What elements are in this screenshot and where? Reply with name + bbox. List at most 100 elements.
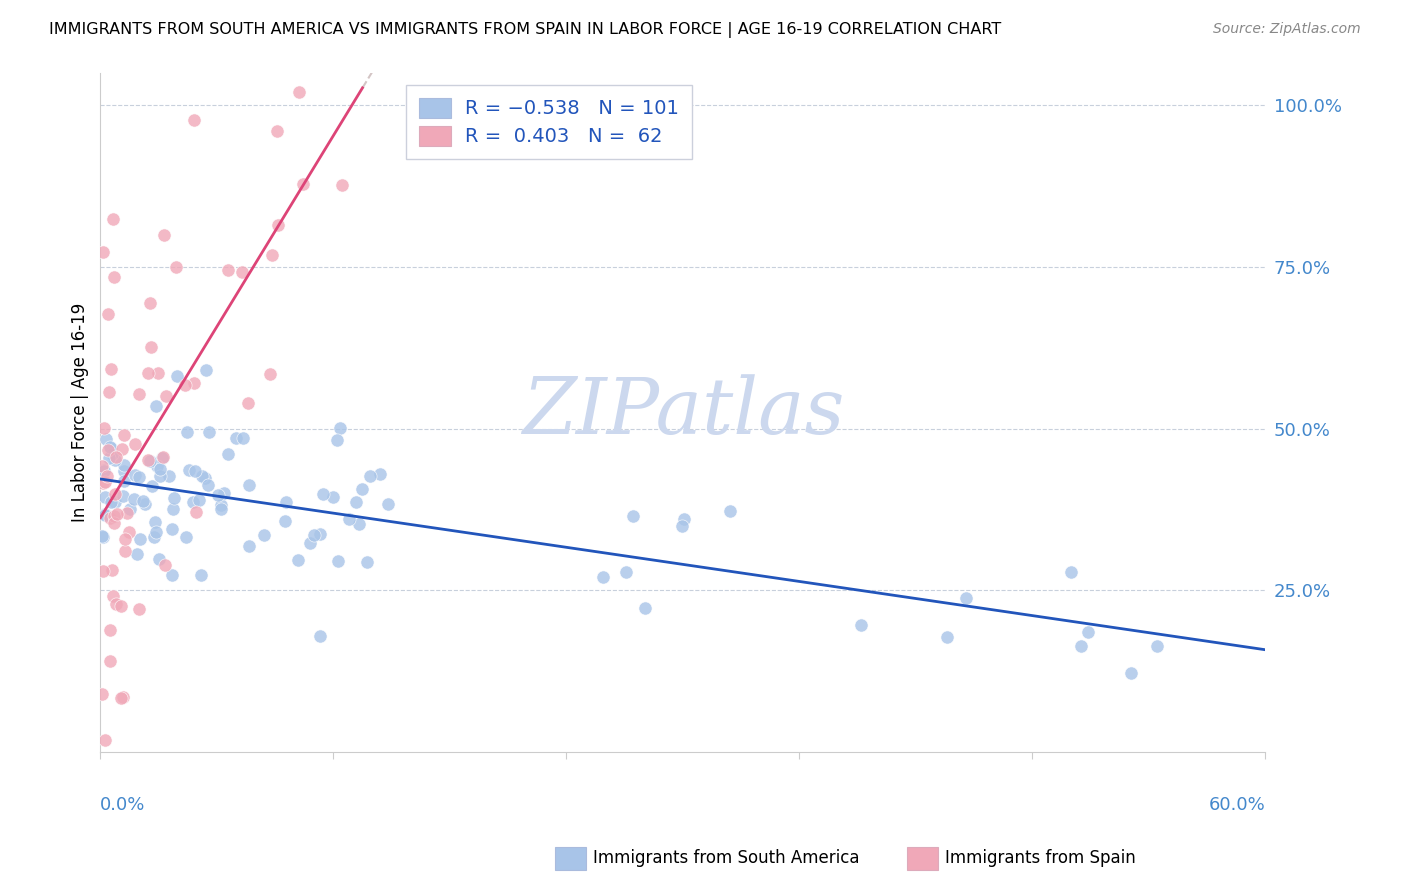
Point [98,384,121,399]
Point [162,501,184,516]
Point [274,495,297,509]
Point [100,362,122,376]
Text: ZIPatlas: ZIPatlas [522,375,844,450]
Point [153,558,176,573]
Point [232,431,254,445]
Point [936,630,959,644]
Point [91,564,114,578]
Point [166,260,188,274]
Point [849,618,872,632]
Point [322,490,344,504]
Point [97,442,120,457]
Point [91,459,114,474]
Point [1119,665,1142,680]
Point [162,491,184,505]
Point [143,516,166,530]
Point [187,493,209,508]
Point [139,453,162,467]
Point [150,451,173,466]
Point [176,530,198,544]
Point [104,495,127,509]
Point [291,177,314,191]
Point [267,218,290,232]
Point [225,431,247,445]
Point [94,733,117,747]
Point [184,465,207,479]
Point [93,465,115,479]
Point [103,270,125,285]
Point [160,567,183,582]
Point [117,506,139,520]
Point [94,475,117,490]
Point [93,421,115,435]
Point [98,654,121,668]
Point [128,602,150,616]
Text: Immigrants from Spain: Immigrants from Spain [945,849,1136,867]
Point [302,528,325,542]
Point [136,366,159,380]
Point [105,598,128,612]
Point [955,591,977,606]
Point [157,469,180,483]
Point [326,554,349,568]
Point [96,432,118,446]
Point [145,399,167,413]
Point [117,525,139,540]
Point [238,395,260,409]
Point [330,178,353,192]
Point [114,532,136,546]
Point [288,86,311,100]
Point [312,487,335,501]
Point [101,447,124,461]
Point [112,458,135,472]
Point [309,527,332,541]
Point [183,112,205,127]
Text: 60.0%: 60.0% [1209,796,1265,814]
Point [287,553,309,567]
Point [152,450,174,464]
Point [101,589,124,603]
Point [207,488,229,502]
Point [195,363,218,377]
Point [91,530,114,544]
Text: 0.0%: 0.0% [100,796,146,814]
Point [155,389,177,403]
Point [124,468,146,483]
Point [176,425,198,439]
Point [368,467,391,481]
Point [217,263,239,277]
Point [132,493,155,508]
Point [377,497,399,511]
Point [98,623,121,637]
Point [212,486,235,500]
Point [166,369,188,384]
Point [614,566,637,580]
Point [112,464,135,478]
Point [308,629,330,643]
Point [110,691,132,706]
Point [329,420,352,434]
Point [104,453,127,467]
Point [274,514,297,528]
Point [93,463,115,477]
Point [298,536,321,550]
Point [183,376,205,391]
Text: IMMIGRANTS FROM SOUTH AMERICA VS IMMIGRANTS FROM SPAIN IN LABOR FORCE | AGE 16-1: IMMIGRANTS FROM SOUTH AMERICA VS IMMIGRA… [49,22,1001,38]
Text: Immigrants from South America: Immigrants from South America [593,849,860,867]
Point [114,428,136,442]
Point [91,529,114,543]
Point [634,601,657,615]
Point [190,568,212,582]
Point [146,366,169,380]
Point [138,296,160,310]
Point [231,265,253,279]
Point [184,506,207,520]
Point [592,570,614,584]
Point [326,433,349,447]
Text: Source: ZipAtlas.com: Source: ZipAtlas.com [1213,22,1361,37]
Point [153,227,176,242]
Point [94,507,117,521]
Point [142,530,165,544]
Point [1059,565,1081,579]
Point [1146,640,1168,654]
